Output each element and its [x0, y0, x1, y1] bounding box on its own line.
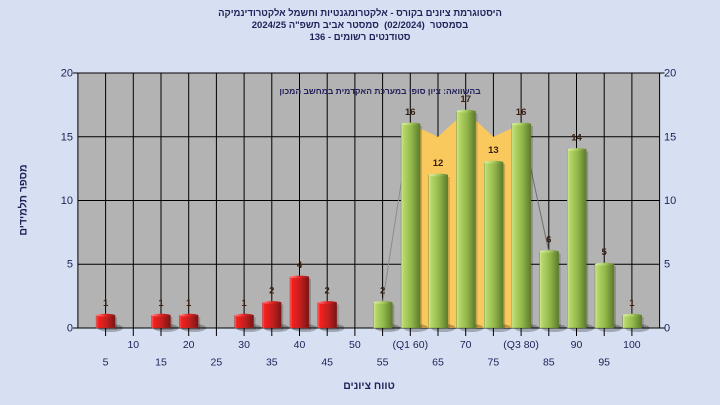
svg-text:(Q1 60): (Q1 60): [392, 339, 428, 351]
svg-text:45: 45: [321, 357, 333, 369]
svg-text:1: 1: [241, 298, 247, 309]
svg-text:1: 1: [103, 298, 109, 309]
svg-text:75: 75: [488, 357, 500, 369]
svg-text:55: 55: [377, 357, 389, 369]
svg-text:15: 15: [664, 132, 676, 144]
svg-text:10: 10: [664, 195, 676, 207]
svg-text:65: 65: [432, 357, 444, 369]
svg-text:90: 90: [571, 339, 583, 351]
svg-text:20: 20: [61, 68, 73, 80]
svg-text:95: 95: [598, 357, 610, 369]
svg-text:15: 15: [155, 357, 167, 369]
svg-text:1: 1: [629, 298, 635, 309]
svg-text:5: 5: [67, 259, 73, 271]
svg-text:5: 5: [664, 259, 670, 271]
svg-text:0: 0: [67, 323, 73, 335]
svg-text:10: 10: [127, 339, 139, 351]
svg-text:100: 100: [623, 339, 641, 351]
svg-text:10: 10: [61, 195, 73, 207]
svg-text:בהשוואה: ציון סופי במערכת האקד: בהשוואה: ציון סופי במערכת האקדמית במחשב …: [279, 86, 481, 96]
svg-text:5: 5: [602, 247, 608, 258]
svg-text:85: 85: [543, 357, 555, 369]
svg-text:50: 50: [349, 339, 361, 351]
svg-text:16: 16: [405, 107, 416, 118]
svg-text:17: 17: [460, 94, 471, 105]
svg-text:(Q3 80): (Q3 80): [503, 339, 539, 351]
svg-text:2: 2: [269, 286, 274, 297]
svg-text:16: 16: [516, 107, 527, 118]
svg-text:4: 4: [297, 260, 303, 271]
svg-text:טווח ציונים: טווח ציונים: [343, 380, 395, 392]
svg-text:20: 20: [183, 339, 195, 351]
svg-text:2: 2: [380, 286, 385, 297]
svg-text:5: 5: [103, 357, 109, 369]
svg-text:25: 25: [211, 357, 223, 369]
svg-text:40: 40: [294, 339, 306, 351]
svg-text:1: 1: [158, 298, 164, 309]
svg-text:30: 30: [238, 339, 250, 351]
svg-text:35: 35: [266, 357, 278, 369]
svg-text:1: 1: [186, 298, 192, 309]
svg-text:20: 20: [664, 68, 676, 80]
svg-text:6: 6: [546, 235, 551, 246]
svg-text:70: 70: [460, 339, 472, 351]
svg-text:12: 12: [433, 158, 444, 169]
svg-text:13: 13: [488, 145, 499, 156]
svg-text:0: 0: [664, 323, 670, 335]
svg-text:14: 14: [571, 133, 582, 144]
svg-text:15: 15: [61, 132, 73, 144]
svg-text:2: 2: [325, 286, 330, 297]
